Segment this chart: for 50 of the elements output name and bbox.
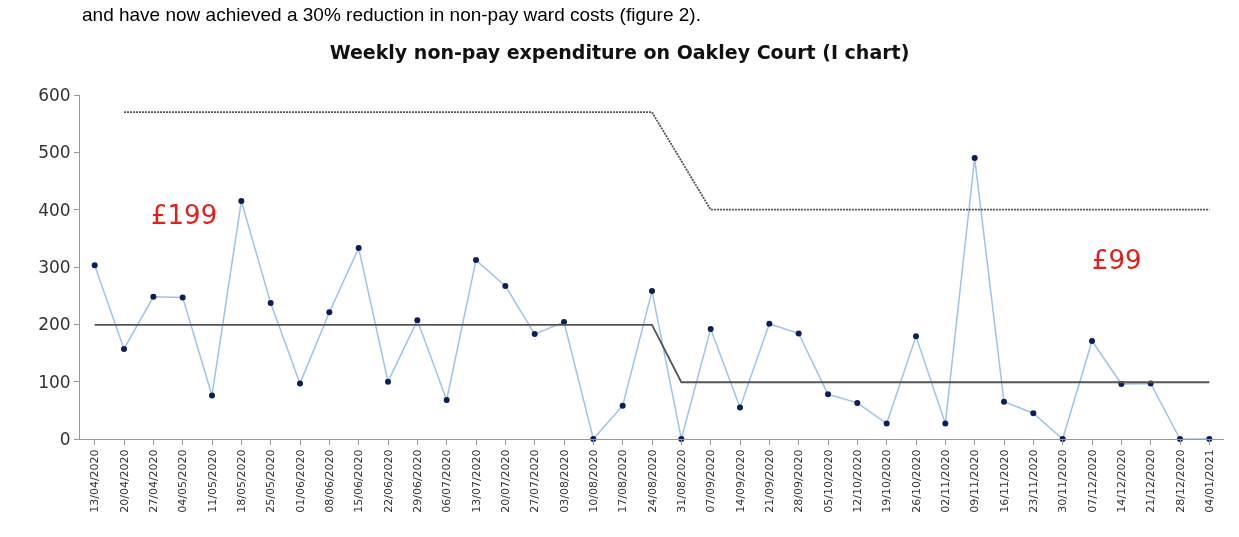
x-tick-label: 08/06/2020 [322, 449, 336, 513]
x-tick-label: 03/08/2020 [557, 449, 571, 513]
x-tick-label: 02/11/2020 [938, 449, 952, 513]
x-tick-label: 20/04/2020 [117, 449, 131, 513]
x-tick-label: 21/09/2020 [762, 449, 776, 513]
x-tick-label: 06/07/2020 [440, 449, 454, 513]
annotation: £99 [1092, 245, 1142, 275]
x-tick-label: 26/10/2020 [909, 449, 923, 513]
y-tick-label: 100 [38, 371, 71, 392]
x-tick-label: 09/11/2020 [968, 449, 982, 513]
x-tick-label: 05/10/2020 [821, 449, 835, 513]
y-tick-label: 200 [38, 314, 71, 335]
x-tick-label: 20/07/2020 [498, 449, 512, 513]
x-tick-label: 30/11/2020 [1056, 449, 1070, 513]
y-tick-label: 400 [38, 199, 71, 220]
x-tick-label: 28/12/2020 [1173, 449, 1187, 513]
x-tick-label: 12/10/2020 [850, 449, 864, 513]
y-tick-label: 300 [38, 256, 71, 277]
annotation: £199 [151, 200, 218, 230]
y-tick-label: 0 [59, 428, 71, 449]
x-tick-label: 17/08/2020 [616, 449, 630, 513]
x-tick-label: 25/05/2020 [264, 449, 278, 513]
x-tick-label: 13/07/2020 [469, 449, 483, 513]
x-tick-label: 16/11/2020 [997, 449, 1011, 513]
x-tick-label: 07/12/2020 [1085, 449, 1099, 513]
x-tick-label: 01/06/2020 [293, 449, 307, 513]
x-tick-label: 29/06/2020 [410, 449, 424, 513]
x-tick-label: 14/12/2020 [1114, 449, 1128, 513]
x-tick-label: 15/06/2020 [352, 449, 366, 513]
x-tick-label: 19/10/2020 [880, 449, 894, 513]
x-tick-label: 27/04/2020 [146, 449, 160, 513]
y-tick-label: 600 [38, 84, 71, 105]
x-tick-label: 04/05/2020 [176, 449, 190, 513]
x-tick-label: 22/06/2020 [381, 449, 395, 513]
x-tick-label: 28/09/2020 [792, 449, 806, 513]
chart-title: Weekly non-pay expenditure on Oakley Court (I chart) [329, 40, 910, 63]
x-tick-label: 18/05/2020 [234, 449, 248, 513]
x-tick-label: 23/11/2020 [1026, 449, 1040, 513]
x-tick-label: 14/09/2020 [733, 449, 747, 513]
x-tick-label: 24/08/2020 [645, 449, 659, 513]
x-tick-label: 04/01/2021 [1202, 449, 1216, 513]
x-tick-label: 13/04/2020 [88, 449, 102, 513]
x-tick-label: 11/05/2020 [205, 449, 219, 513]
y-tick-label: 500 [38, 142, 71, 163]
x-tick-label: 27/07/2020 [528, 449, 542, 513]
x-tick-label: 21/12/2020 [1144, 449, 1158, 513]
x-tick-label: 07/09/2020 [704, 449, 718, 513]
x-tick-label: 31/08/2020 [674, 449, 688, 513]
x-tick-label: 10/08/2020 [586, 449, 600, 513]
text: and have now achieved a 30% reduction in non-pay ward costs (figure 2). [82, 4, 701, 25]
